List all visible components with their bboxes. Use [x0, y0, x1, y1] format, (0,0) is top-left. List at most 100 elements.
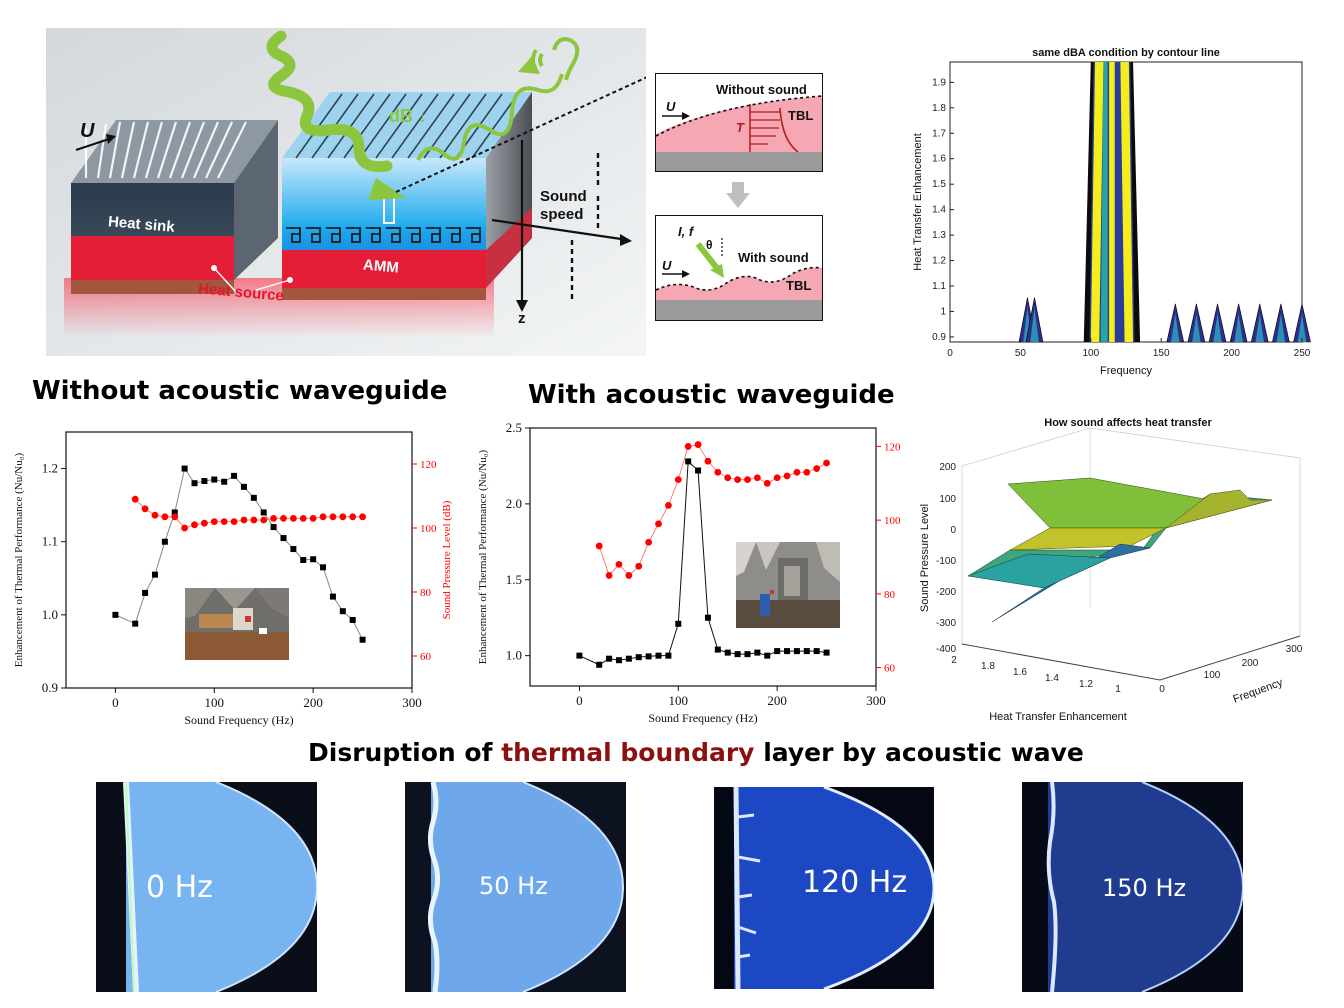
schematic-panel: U Heat sink AMM Heat source dB ↓ Sound s…	[46, 28, 657, 356]
without-spl-point	[289, 515, 297, 522]
with-y-tick-label: 1.0	[506, 648, 522, 663]
surface-ylabel: Heat Transfer Enhancement	[989, 711, 1127, 723]
contour-x-tick-label: 100	[1082, 348, 1099, 359]
contour-ylabel: Heat Transfer Enhancement	[912, 133, 924, 271]
with-spl-point	[625, 572, 633, 579]
surface-y-tick-label: 1.6	[1013, 667, 1027, 678]
inset-without-sound: Without sound U T TBL	[655, 73, 823, 172]
label-z: z	[518, 310, 526, 327]
photo-50hz: 50 Hz	[405, 782, 626, 992]
surface-sheet-teal	[967, 553, 1111, 589]
photo-150hz-image	[1022, 782, 1243, 992]
without-enhancement-point	[231, 472, 238, 479]
without-enhancement-point	[240, 483, 247, 490]
contour-small-peak-inner	[1255, 314, 1264, 342]
without-yr-tick-label: 80	[420, 587, 432, 599]
without-enhancement-point	[211, 476, 218, 483]
label-sound: Sound	[540, 188, 587, 205]
with-enhancement-point	[685, 458, 692, 465]
with-ylabel: Enhancement of Thermal Performance (Nu/N…	[478, 449, 489, 664]
with-enhancement-point	[695, 467, 702, 474]
with-spl-point	[734, 476, 741, 483]
contour-y-tick-label: 1.9	[932, 77, 946, 88]
photo-120hz: 120 Hz	[714, 787, 934, 989]
contour-x-tick-label: 250	[1294, 348, 1311, 359]
with-spl-point	[595, 542, 603, 550]
with-enhancement-point	[793, 648, 800, 655]
contour-y-tick-label: 1.8	[932, 103, 946, 114]
title-disruption-suffix: layer by acoustic wave	[754, 738, 1084, 767]
without-y-tick-label: 1.0	[42, 607, 58, 622]
without-xlabel: Sound Frequency (Hz)	[184, 713, 293, 727]
without-waveguide-chart: 0 100 200 300 0.9 1.0 1.1 1.2 60 80 100 120 Sound Fr…	[13, 418, 474, 740]
with-yr-tick-label: 100	[884, 515, 901, 527]
with-enhancement-point	[665, 652, 672, 659]
without-spl-point	[250, 516, 258, 524]
without-x-tick-label: 100	[205, 695, 225, 710]
with-enhancement-point	[714, 646, 721, 653]
contour-band-yellow-mid	[1109, 62, 1115, 342]
with-enhancement-point	[734, 651, 741, 658]
title-with-waveguide: With acoustic waveguide	[528, 380, 895, 410]
without-spl-point	[260, 516, 268, 524]
with-y-tick-label: 2.5	[506, 420, 522, 435]
without-enhancement-point	[320, 564, 327, 571]
with-spl-point	[773, 474, 781, 482]
surface-x-tick-label: 100	[1204, 670, 1221, 681]
contour-small-peak-inner	[1276, 314, 1286, 342]
without-spl-point	[339, 513, 347, 521]
surface-sheet-olive	[1009, 527, 1167, 551]
with-spl-point	[744, 476, 751, 483]
inset-top-tbl: TBL	[788, 108, 814, 123]
without-enhancement-point	[349, 616, 356, 623]
with-spl-point	[704, 457, 712, 465]
without-enhancement-point	[151, 571, 158, 578]
with-enhancement-point	[615, 657, 622, 664]
surface-z-tick-label: 100	[939, 494, 956, 505]
label-amm: AMM	[362, 256, 400, 277]
photo-0hz-image	[96, 782, 317, 992]
lab-photo-with-image	[736, 542, 840, 628]
contour-title: same dBA condition by contour line	[1032, 47, 1220, 59]
contour-chart-svg: 0 50 100 150 200 250 0.9 1 1.1 1.2 1.3 1.4 1.5 1.6 1.7…	[912, 47, 1311, 377]
with-enhancement-point	[813, 648, 820, 655]
without-enhancement-point	[221, 478, 228, 485]
without-enhancement-point	[171, 509, 178, 516]
without-spl-point	[230, 518, 238, 525]
with-spl-point	[615, 560, 623, 568]
without-spl-point	[329, 513, 337, 521]
without-x-tick-label: 0	[112, 695, 119, 710]
with-enhancement-point	[764, 652, 771, 659]
with-x-tick-label: 100	[669, 693, 689, 708]
without-x-tick-label: 200	[303, 695, 323, 710]
inset-bottom-u: U	[662, 258, 672, 273]
with-spl-point	[714, 468, 722, 476]
contour-small-peak-inner	[1234, 314, 1243, 342]
without-ylabel: Enhancement of Thermal Performance (Nu/N…	[14, 452, 25, 667]
surface-xlabel: Frequency	[1231, 676, 1284, 705]
with-spl-point	[645, 538, 653, 546]
without-enhancement-point	[132, 620, 139, 627]
without-spl-point	[270, 515, 277, 522]
without-spl-point	[280, 515, 287, 522]
contour-chart: 0 50 100 150 200 250 0.9 1 1.1 1.2 1.3 1.4 1.5 1.6 1.7…	[905, 42, 1325, 382]
without-enhancement-point	[339, 608, 346, 615]
surface-title: How sound affects heat transfer	[1044, 417, 1212, 429]
with-spl-point	[823, 459, 830, 467]
with-yr-tick-label: 60	[884, 663, 896, 675]
inset-with-sound-diagram	[655, 238, 823, 320]
inset-top-title: Without sound	[716, 82, 807, 97]
contour-y-tick-label: 1.5	[932, 179, 946, 190]
with-enhancement-point	[744, 651, 751, 658]
contour-y-tick-label: 1.6	[932, 154, 946, 165]
inset-bottom-tbl: TBL	[786, 278, 812, 293]
with-spl-point	[694, 441, 702, 448]
without-spl-point	[220, 518, 228, 525]
surface-y-tick-label: 1.8	[981, 661, 995, 672]
surface-y-tick-label: 2	[951, 655, 957, 666]
surface-x-tick-label: 200	[1242, 658, 1259, 669]
without-enhancement-point	[181, 465, 188, 472]
without-waveguide-svg: 0 100 200 300 0.9 1.0 1.1 1.2 60 80 100 120 Sound Fr…	[13, 431, 453, 727]
surface-floor	[961, 635, 1301, 681]
with-enhancement-point	[596, 661, 603, 668]
